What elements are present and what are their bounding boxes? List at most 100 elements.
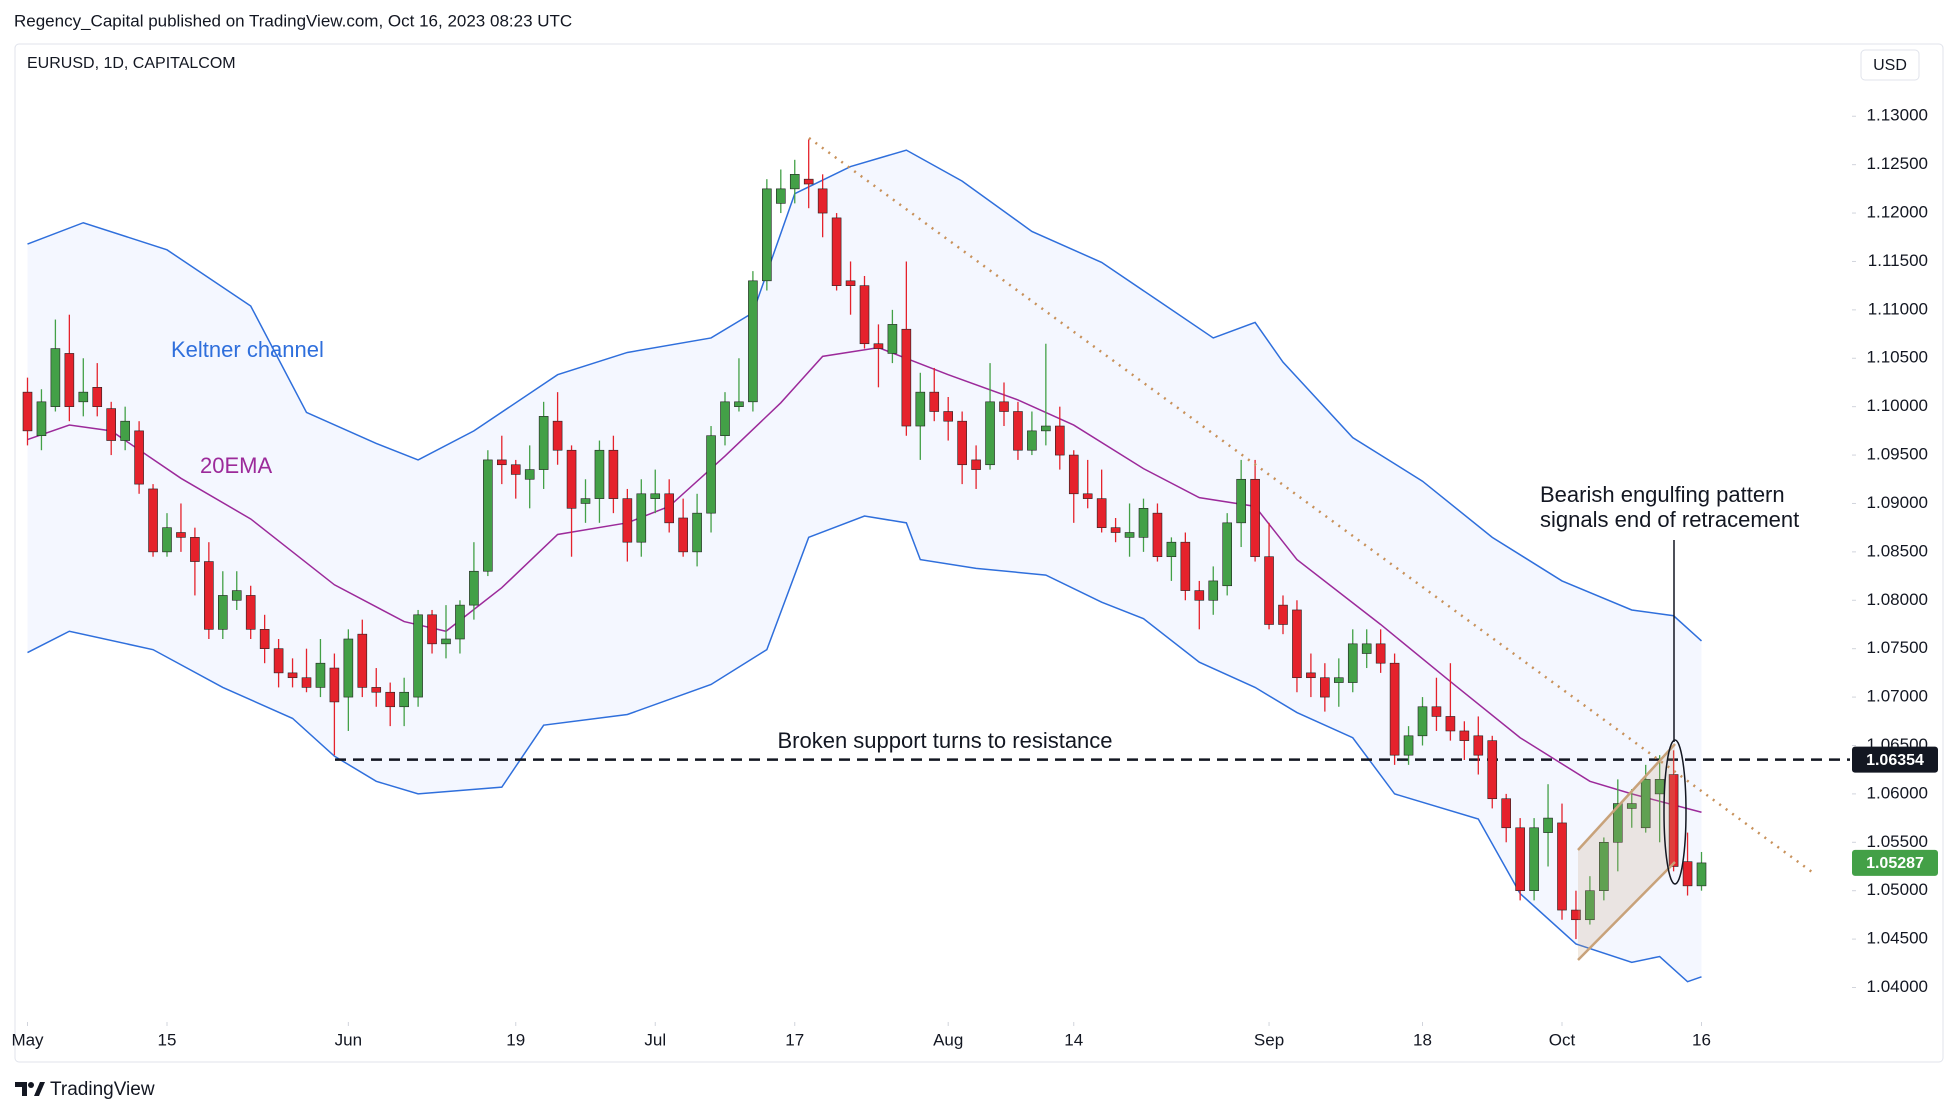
y-tick-label: 1.07500	[1867, 638, 1928, 657]
candle-body	[636, 493, 647, 543]
x-tick-label: Jul	[644, 1030, 666, 1049]
candle-body	[789, 174, 800, 190]
y-tick-label: 1.07000	[1867, 687, 1928, 706]
candle-body	[287, 672, 298, 679]
candle-body	[231, 590, 242, 601]
candle-body	[148, 488, 158, 553]
candle-body	[1613, 803, 1623, 843]
candle-body	[762, 188, 772, 282]
candle-body	[50, 348, 61, 407]
y-tick-label: 1.09500	[1867, 445, 1928, 464]
candle-body	[1250, 478, 1260, 558]
candle-body	[1292, 609, 1302, 679]
candle-body	[1194, 590, 1205, 601]
engulfing-highlight	[1663, 739, 1687, 885]
y-tick-label: 1.11500	[1868, 251, 1928, 270]
candle-body	[1375, 643, 1386, 664]
candle-body	[1264, 556, 1274, 625]
y-tick-label: 1.04500	[1867, 929, 1928, 948]
candle-body	[469, 570, 479, 606]
keltner-upper	[27, 149, 1703, 642]
engulfing-label: signals end of retracement	[1540, 507, 1799, 532]
candle-body	[399, 691, 409, 708]
ema-line	[27, 346, 1702, 814]
candle-body	[678, 517, 688, 553]
currency-label: USD	[1873, 57, 1907, 74]
candle-body	[1403, 735, 1414, 756]
candle-body	[1696, 862, 1707, 887]
candle-body	[524, 469, 535, 480]
currency-box[interactable]	[1860, 49, 1920, 81]
support-price-box	[1852, 746, 1938, 773]
plot-area: 1.040001.045001.050001.055001.060001.065…	[11, 106, 1928, 1050]
candle-body	[1166, 541, 1177, 558]
candle-body	[915, 391, 926, 427]
candle-body	[1278, 604, 1288, 625]
logo-shape	[28, 1082, 34, 1088]
candle-body	[943, 411, 954, 422]
candle-body	[1571, 909, 1581, 921]
candle-body	[1599, 841, 1609, 891]
candle-body	[120, 420, 130, 441]
candle-body	[1138, 508, 1149, 538]
x-tick-label: May	[11, 1030, 44, 1049]
candle-body	[329, 667, 340, 703]
brand-logo	[15, 1082, 45, 1096]
candle-body	[1180, 541, 1191, 591]
candle-body	[859, 285, 870, 345]
y-tick-label: 1.04000	[1867, 977, 1928, 996]
candle-body	[1389, 662, 1400, 756]
x-tick-label: 18	[1413, 1030, 1432, 1049]
candle-body	[580, 498, 591, 504]
candle-body	[1487, 740, 1498, 800]
logo-shape	[15, 1082, 27, 1096]
candle-body	[245, 595, 256, 630]
candle-body	[1041, 425, 1051, 432]
candle-body	[845, 280, 856, 286]
candle-body	[64, 353, 75, 407]
candle-body	[901, 328, 912, 427]
publisher-line: Regency_Capital published on TradingView…	[14, 11, 572, 30]
candle-body	[357, 633, 368, 688]
candle-body	[1013, 411, 1023, 451]
candle-body	[315, 662, 326, 688]
support-label: Broken support turns to resistance	[777, 728, 1112, 753]
candle-body	[441, 638, 451, 645]
candle-body	[1124, 532, 1135, 538]
candle-body	[1445, 716, 1456, 732]
logo-shape	[34, 1082, 45, 1096]
y-tick-label: 1.05500	[1867, 832, 1928, 851]
candle-body	[483, 459, 493, 572]
candle-body	[1417, 706, 1428, 737]
x-tick-label: 14	[1064, 1030, 1083, 1049]
candle-body	[1473, 735, 1484, 756]
candle-body	[106, 408, 116, 441]
candle-body	[1027, 430, 1037, 451]
candle-body	[664, 493, 675, 524]
candle-body	[1640, 779, 1651, 829]
candle-body	[371, 687, 382, 693]
candle-body	[1110, 527, 1121, 533]
candle-body	[734, 401, 744, 407]
candle-body	[650, 493, 661, 499]
candle-body	[622, 498, 633, 543]
candle-body	[1529, 827, 1539, 891]
candle-body	[971, 459, 981, 470]
candle-body	[162, 527, 172, 553]
candle-body	[343, 638, 354, 698]
x-tick-label: 15	[158, 1030, 177, 1049]
candle-body	[608, 449, 619, 499]
candle-body	[1096, 498, 1107, 528]
x-tick-label: Aug	[933, 1030, 963, 1049]
engulfing-label: Bearish engulfing pattern	[1540, 482, 1785, 507]
candle-body	[1068, 454, 1079, 495]
candle-body	[1222, 522, 1232, 587]
chart-frame	[14, 43, 1944, 1063]
candle-body	[496, 459, 507, 466]
y-tick-label: 1.13000	[1867, 106, 1928, 125]
x-tick-label: Jun	[335, 1030, 362, 1049]
candle-body	[1626, 803, 1637, 809]
candle-body	[1431, 706, 1442, 717]
candle-body	[1306, 672, 1316, 679]
